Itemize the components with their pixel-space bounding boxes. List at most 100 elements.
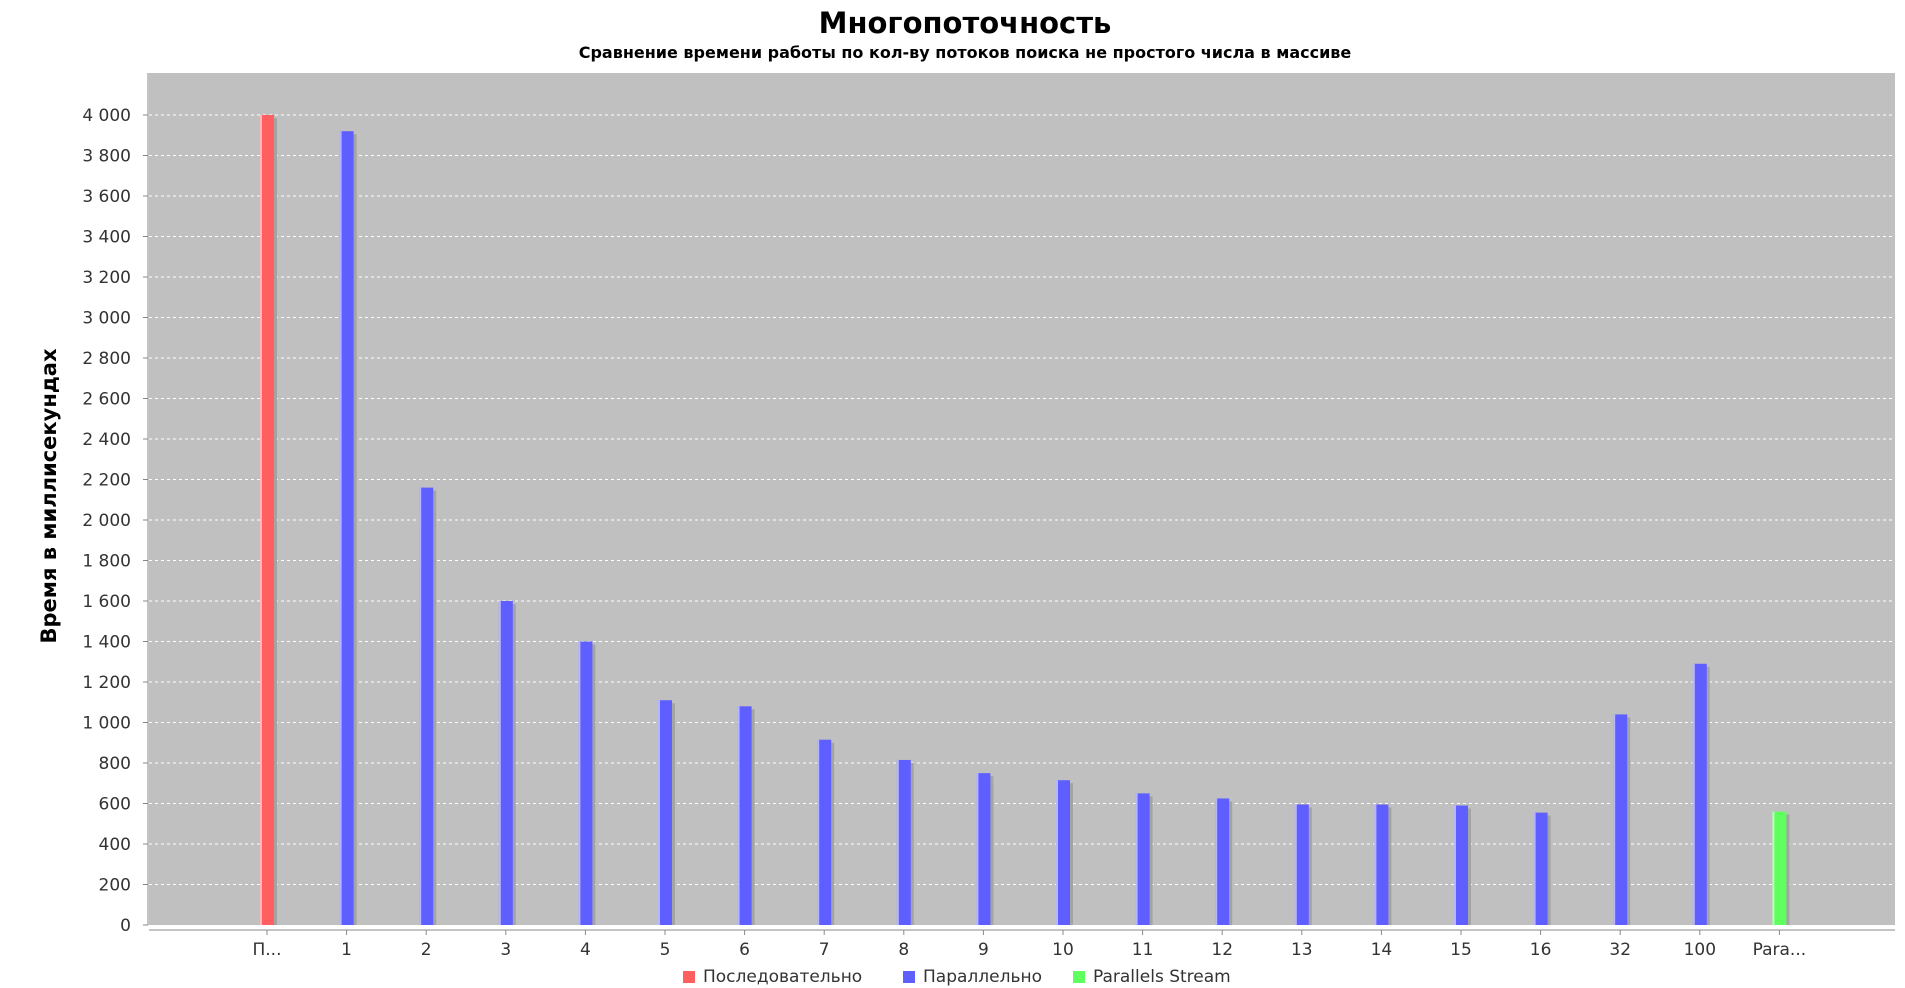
gridlines: [149, 114, 1895, 885]
x-tick-label: 15: [1450, 940, 1472, 960]
bar: [1374, 804, 1389, 925]
bar-group: [896, 759, 914, 925]
bar: [976, 773, 991, 925]
legend-item: Parallels Stream: [1073, 967, 1231, 987]
bar-highlight: [1533, 812, 1536, 925]
y-tick-label: 600: [99, 795, 131, 815]
bar: [339, 131, 354, 925]
legend-label: Parallels Stream: [1093, 967, 1231, 987]
y-tick-label: 2 200: [82, 471, 131, 491]
x-tick-label: Para...: [1753, 940, 1807, 960]
legend: Последовательно Параллельно Parallels Stre…: [683, 967, 1231, 987]
bar-highlight: [1294, 804, 1297, 925]
y-axis-title: Время в миллисекундах: [37, 348, 61, 643]
bar-highlight: [658, 700, 660, 925]
y-tick-label: 4 000: [82, 106, 131, 126]
legend-label: Параллельно: [923, 967, 1042, 987]
x-tick-label: 5: [660, 940, 671, 960]
y-tick-label: 1 200: [82, 673, 131, 693]
bar-highlight: [578, 641, 581, 925]
bar-group: [737, 706, 755, 925]
x-tick-label: 11: [1132, 940, 1154, 960]
bar: [1772, 811, 1787, 925]
legend-item: Параллельно: [903, 967, 1042, 987]
y-tick-label: 800: [99, 754, 131, 774]
y-tick-label: 1 600: [82, 592, 131, 612]
bar-highlight: [976, 773, 979, 925]
bar: [737, 706, 752, 925]
bar-group: [1056, 780, 1073, 925]
bar-group: [1533, 812, 1551, 925]
bar: [498, 601, 513, 925]
bar: [817, 739, 832, 925]
y-tick-label: 2 000: [82, 511, 131, 531]
bar: [896, 759, 911, 925]
y-tick-label: 3 400: [82, 228, 131, 248]
bar: [1533, 812, 1548, 925]
legend-swatch: [903, 971, 915, 983]
bar-group: [1692, 663, 1710, 925]
bar-highlight: [1772, 811, 1775, 925]
bar-group: [817, 739, 835, 925]
bar: [1454, 805, 1468, 925]
bar: [1613, 714, 1628, 925]
bar-group: [1374, 804, 1392, 925]
bar-group: [578, 641, 596, 925]
bar: [1294, 804, 1309, 925]
bar-highlight: [737, 706, 740, 925]
bar-group: [339, 131, 357, 925]
bar: [578, 641, 593, 925]
bar-group: [1215, 798, 1233, 925]
bar: [1215, 798, 1230, 925]
legend-item: Последовательно: [683, 967, 862, 987]
x-tick-label: 12: [1211, 940, 1233, 960]
y-tick-label: 200: [99, 876, 131, 896]
y-tick-label: 0: [120, 916, 131, 936]
x-tick-label: 8: [898, 940, 909, 960]
y-tick-label: 3 800: [82, 147, 131, 167]
bar-highlight: [896, 759, 899, 925]
bar-group: [658, 700, 675, 925]
bar-highlight: [1215, 798, 1218, 925]
bar: [1135, 793, 1150, 925]
y-tick-label: 2 600: [82, 390, 131, 410]
y-tick-label: 2 400: [82, 430, 131, 450]
bar-highlight: [498, 601, 501, 925]
plot-area: [149, 73, 1895, 925]
y-tick-label: 3 000: [82, 309, 131, 329]
x-tick-label: 7: [819, 940, 830, 960]
legend-swatch: [683, 971, 695, 983]
bar-highlight: [1454, 805, 1456, 925]
x-tick-label: 6: [739, 940, 750, 960]
bar-group: [1294, 804, 1312, 925]
x-tick-label: 16: [1530, 940, 1552, 960]
bar: [1056, 780, 1070, 925]
chart-subtitle: Сравнение времени работы по кол-ву поток…: [579, 43, 1352, 62]
bars: [260, 115, 1790, 925]
x-axis-ticks: П... 1 2 3 4 5 6 7 8 9 10 11 12 13 14 15 16 32 100 Para...: [253, 930, 1807, 960]
bar-group: [498, 601, 516, 925]
bar-highlight: [1692, 663, 1695, 925]
y-tick-label: 3 200: [82, 268, 131, 288]
bar: [419, 487, 434, 925]
x-tick-label: 14: [1371, 940, 1393, 960]
bar-group: [1613, 714, 1631, 925]
x-tick-label: 32: [1609, 940, 1631, 960]
bar-group: [1454, 805, 1471, 925]
bar-group: [1772, 811, 1790, 925]
bar-highlight: [260, 115, 262, 925]
legend-swatch: [1073, 971, 1085, 983]
bar: [1692, 663, 1707, 925]
bar-highlight: [1374, 804, 1377, 925]
x-tick-label: П...: [253, 940, 282, 960]
bar-highlight: [817, 739, 820, 925]
bar-highlight: [1613, 714, 1616, 925]
bar: [260, 115, 274, 925]
chart-title: Многопоточность: [819, 6, 1112, 40]
x-tick-label: 1: [341, 940, 352, 960]
y-axis-ticks: 0 200 400 600 800 1 000 1 200 1 400 1 600 1 800 2 …: [82, 106, 148, 936]
bar-group: [260, 115, 277, 925]
bar-group: [976, 773, 994, 925]
